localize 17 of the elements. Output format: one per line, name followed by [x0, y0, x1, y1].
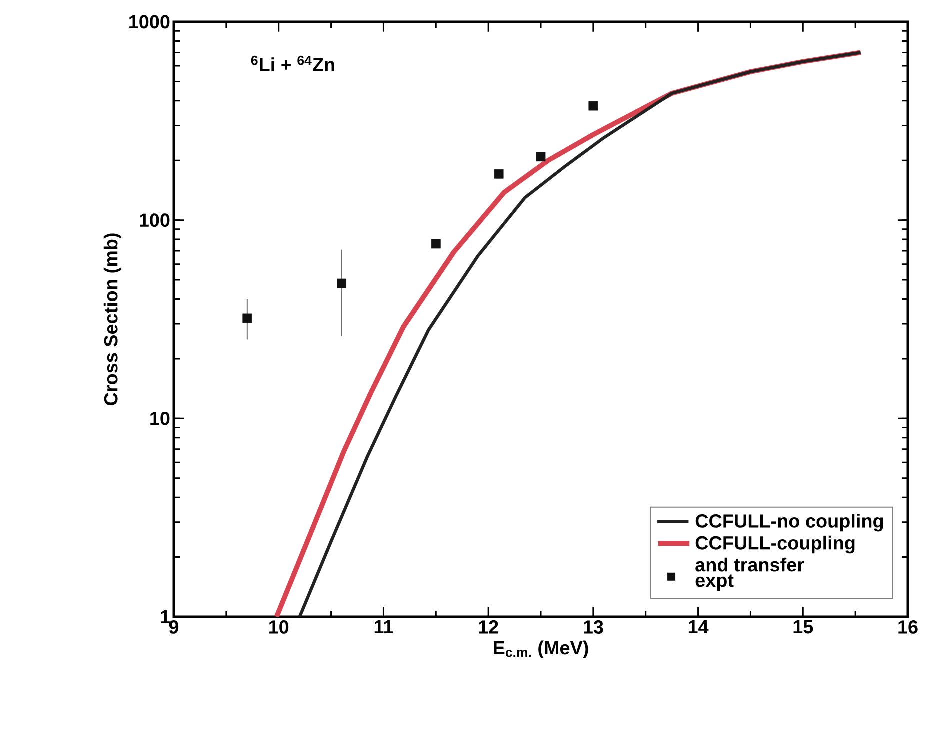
legend-label: CCFULL-no coupling — [696, 514, 884, 532]
y-axis-title: Cross Section (mb) — [104, 234, 122, 406]
y-tick-label: 10 — [150, 412, 170, 426]
x-tick-label: 11 — [374, 620, 394, 634]
y-tick-label: 1000 — [130, 15, 170, 29]
legend-label: expt — [696, 574, 734, 592]
x-axis-title: E$_{c.m.}$ (MeV) — [494, 640, 588, 658]
y-tick-label: 100 — [140, 214, 170, 228]
annotation: $^{6}$Li + $^{64}$Zn — [251, 56, 334, 72]
x-tick-label: 9 — [169, 620, 179, 634]
x-tick-label: 15 — [794, 620, 814, 634]
x-tick-label: 14 — [688, 620, 709, 634]
y-tick-label: 1 — [161, 610, 170, 624]
x-tick-label: 13 — [584, 620, 604, 634]
x-tick-label: 10 — [270, 620, 289, 634]
x-tick-label: 12 — [479, 620, 498, 634]
x-tick-label: 16 — [898, 620, 918, 634]
